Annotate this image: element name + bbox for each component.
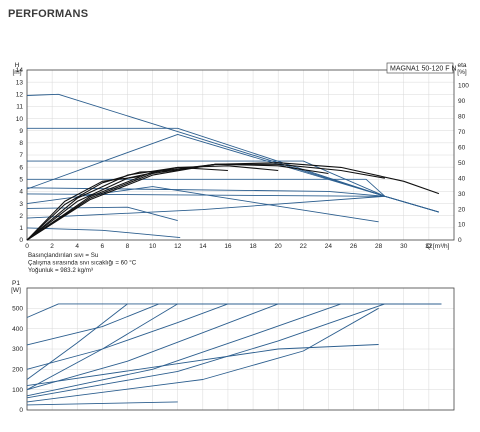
- y-tick-label: 100: [12, 387, 23, 394]
- note-temperature: Çalışma sırasında sıvı sıcaklığı = 60 °C: [28, 260, 137, 267]
- y2-axis-label: eta: [457, 62, 466, 69]
- y2-tick-label: 50: [458, 160, 466, 167]
- y-axis-label: [W]: [11, 287, 21, 294]
- x-tick-label: 16: [224, 243, 232, 250]
- y-axis-label: P1: [12, 280, 20, 287]
- y-tick-label: 6: [19, 164, 23, 171]
- head-curve: [26, 133, 386, 197]
- power-chart-series: [26, 303, 442, 406]
- page-title: PERFORMANS: [8, 8, 89, 20]
- y-tick-label: 8: [19, 140, 23, 147]
- y-tick-label: 9: [19, 128, 23, 135]
- y2-tick-label: 40: [458, 175, 466, 182]
- head-curve: [27, 178, 440, 213]
- x-tick-label: 10: [149, 243, 157, 250]
- x-tick-label: 26: [350, 243, 358, 250]
- x-tick-label: 12: [174, 243, 182, 250]
- power-chart-axes: 0 100 200 300 400 500 P1[W]: [11, 280, 23, 414]
- power-curve: [26, 303, 442, 346]
- y-tick-label: 10: [16, 116, 24, 123]
- y-axis-label: H: [15, 62, 20, 69]
- power-curve: [26, 303, 442, 391]
- efficiency-curve: [26, 165, 279, 241]
- head-chart-series: [26, 93, 440, 241]
- head-curve: [26, 187, 385, 197]
- x-tick-label: 2: [50, 243, 54, 250]
- y2-tick-label: 70: [458, 129, 466, 136]
- y-tick-label: 12: [16, 91, 24, 98]
- x-tick-label: 8: [126, 243, 130, 250]
- x-tick-label: 28: [375, 243, 383, 250]
- y-tick-label: 5: [19, 176, 23, 183]
- efficiency-curve: [26, 163, 385, 241]
- x-tick-label: 14: [199, 243, 207, 250]
- head-curve: [26, 227, 181, 239]
- power-curve: [26, 303, 128, 380]
- y-tick-label: 200: [12, 367, 23, 374]
- power-curve: [26, 344, 379, 387]
- y2-tick-label: 30: [458, 191, 466, 198]
- x-tick-label: 30: [400, 243, 408, 250]
- head-curve: [27, 160, 440, 213]
- y2-tick-label: 90: [458, 98, 466, 105]
- efficiency-curve: [26, 162, 440, 241]
- y-tick-label: 1: [19, 225, 23, 232]
- y2-tick-label: 0: [458, 237, 462, 244]
- power-curve: [26, 303, 442, 370]
- power-curve: [26, 303, 178, 391]
- y2-tick-label: 80: [458, 114, 466, 121]
- y-tick-label: 3: [19, 201, 23, 208]
- y2-tick-label: 100: [458, 83, 469, 90]
- y-tick-label: 11: [16, 104, 23, 111]
- y-tick-label: 7: [19, 152, 23, 159]
- y-tick-label: 400: [12, 326, 23, 333]
- x-tick-label: 4: [75, 243, 79, 250]
- y2-tick-label: 10: [458, 222, 466, 229]
- y2-axis-label: [%]: [457, 69, 467, 76]
- y-axis-label: [m]: [12, 69, 21, 76]
- x-tick-label: 18: [249, 243, 257, 250]
- x-axis-label: Q [m³/h]: [426, 243, 450, 250]
- power-curve: [26, 401, 178, 406]
- efficiency-curve: [26, 169, 178, 241]
- x-tick-label: 20: [275, 243, 283, 250]
- head-curve: [26, 186, 379, 223]
- x-tick-label: 6: [101, 243, 105, 250]
- x-tick-label: 24: [325, 243, 333, 250]
- efficiency-curve: [26, 176, 141, 241]
- power-curve: [26, 303, 442, 397]
- y-tick-label: 2: [19, 213, 23, 220]
- power-curve: [26, 307, 379, 403]
- y-tick-label: 4: [19, 189, 23, 196]
- y-tick-label: 14: [16, 67, 24, 74]
- y-tick-label: 0: [19, 237, 23, 244]
- x-tick-label: 0: [25, 243, 29, 250]
- note-fluid: Basınçlandırılan sıvı = Su: [28, 252, 99, 259]
- power-chart-grid: [26, 287, 454, 411]
- note-density: Yoğunluk = 983.2 kg/m³: [28, 267, 93, 274]
- y-tick-label: 500: [12, 306, 23, 313]
- power-chart-frame: [26, 287, 455, 411]
- x-tick-label: 32: [425, 243, 433, 250]
- head-chart-frame: [26, 69, 455, 241]
- model-label: MAGNA1 50-120 F N: [390, 66, 457, 73]
- model-label-box: [386, 62, 454, 74]
- head-curve: [26, 195, 385, 219]
- head-chart-grid: [26, 69, 454, 241]
- y-tick-label: 0: [19, 407, 23, 414]
- y2-tick-label: 20: [458, 206, 466, 213]
- y2-tick-label: 60: [458, 144, 466, 151]
- x-tick-label: 22: [300, 243, 308, 250]
- y-tick-label: 300: [12, 346, 23, 353]
- y-tick-label: 13: [16, 79, 24, 86]
